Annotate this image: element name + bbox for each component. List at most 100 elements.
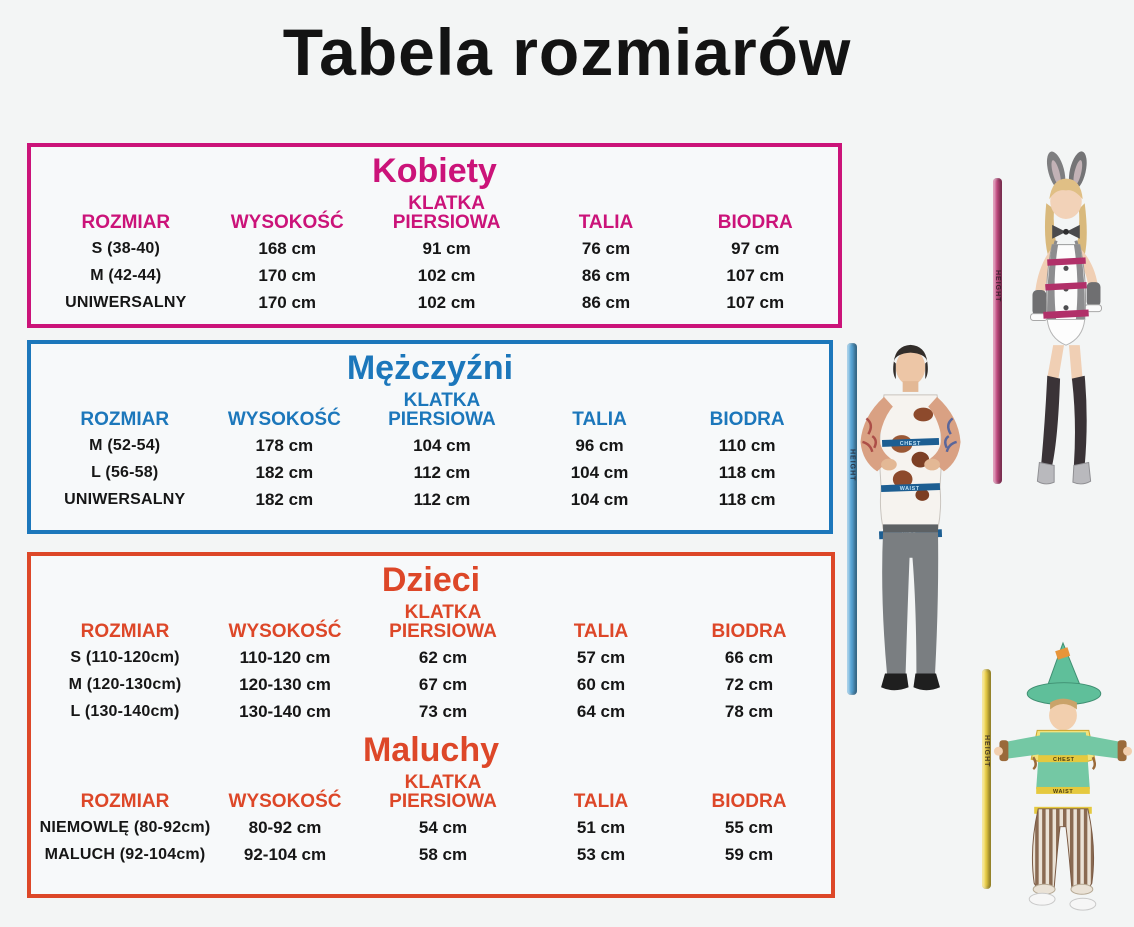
measurement-value: 55 cm [724,817,774,837]
column-header: WYSOKOŚĆ [227,409,341,431]
size-row-label: M (120-130cm) [68,675,182,693]
measurement-value: 86 cm [581,265,631,285]
measurement-value: 118 cm [718,462,776,482]
measurement-value: 112 cm [413,462,471,482]
column-header: TALIA [573,621,629,643]
size-row-label: M (42-44) [90,266,162,284]
toddlers-size-table: ROZMIAR WYSOKOŚĆ KLATKA PIERSIOWA TALIA BIODR… [31,773,831,868]
column-header: WYSOKOŚĆ [228,791,342,813]
measurement-value: 67 cm [418,674,468,694]
column-header: WYSOKOŚĆ [230,212,344,234]
measurement-value: 104 cm [570,462,629,482]
measurement-value: 96 cm [575,435,624,455]
page-title: Tabela rozmiarów [282,15,852,89]
column-header: BIODRA [717,212,793,234]
measurement-value: 170 cm [258,292,317,312]
measurement-value: 62 cm [418,647,468,667]
children-size-table: ROZMIAR WYSOKOŚĆ KLATKA PIERSIOWA TALIA BIODR… [31,603,831,725]
toddlers-table-body: NIEMOWLĘ (80-92cm) 80-92 cm 54 cm 51 cm 55 c… [31,814,831,868]
measurement-value: 102 cm [417,265,476,285]
section-title-children: Dzieci [381,561,481,599]
section-title-women: Kobiety [372,152,497,190]
measurement-value: 91 cm [422,238,471,258]
measurement-value: 182 cm [255,462,314,482]
kids-height-pole: HEIGHT [982,669,991,889]
men-size-table: ROZMIAR WYSOKOŚĆ KLATKA PIERSIOWA TALIA BIODR… [31,391,829,513]
women-table-body: S (38-40) 168 cm 91 cm 76 cm 97 cm M (42-44) 1… [31,235,838,316]
column-header: ROZMIAR [80,791,170,813]
measurement-value: 102 cm [417,292,476,312]
column-header: ROZMIAR [80,409,170,431]
measurement-value: 110-120 cm [239,647,331,667]
women-measure-bands [1043,257,1089,319]
measurement-value: 53 cm [576,844,626,864]
size-row-label: M (52-54) [89,436,161,454]
measurement-value: 130-140 cm [239,701,331,721]
measurement-value: 110 cm [718,435,776,455]
pointed-hat-icon [1026,641,1102,706]
measurement-value: 92-104 cm [243,844,327,864]
size-row-label: UNIWERSALNY [65,293,187,311]
measurement-value: 57 cm [576,647,626,667]
measurement-value: 112 cm [413,489,471,509]
measurement-value: 104 cm [413,435,471,455]
column-header: BIODRA [709,409,785,431]
size-row-label: UNIWERSALNY [64,490,186,508]
children-table-body: S (110-120cm) 110-120 cm 62 cm 57 cm 66 cm M … [31,644,831,725]
size-row-label: L (56-58) [91,463,159,481]
measurement-value: 104 cm [570,489,629,509]
size-row-label: S (38-40) [91,239,161,257]
measurement-value: 86 cm [581,292,631,312]
measurement-value: 182 cm [255,489,314,509]
measurement-value: 107 cm [726,292,785,312]
tattooed-arms [860,396,961,472]
measurement-value: 120-130 cm [239,674,331,694]
column-header: TALIA [578,212,634,234]
measurement-value: 72 cm [724,674,774,694]
child-costume-image: CHEST WAIST HIPS [993,641,1133,911]
column-header: KLATKA PIERSIOWA [389,602,497,643]
measurement-value: 73 cm [418,701,468,721]
measurement-value: 64 cm [576,701,626,721]
measurement-value: 178 cm [255,435,314,455]
section-title-men: Mężczyźni [346,349,514,387]
measurement-value: 170 cm [258,265,317,285]
women-size-box: Kobiety ROZMIAR WYSOKOŚĆ KLATKA PIERSIOWA TA… [27,143,842,328]
man-costume-image: CHEST WAIST HIPS [860,344,961,691]
svg-text:CHEST: CHEST [1053,757,1075,763]
measurement-value: 168 cm [258,238,317,258]
men-size-box: Mężczyźni ROZMIAR WYSOKOŚĆ KLATKA PIERSIOWA… [27,340,833,534]
measurement-value: 76 cm [581,238,631,258]
woman-bunny-costume-image [1030,151,1102,485]
measurement-value: 51 cm [576,817,626,837]
column-header: WYSOKOŚĆ [228,621,342,643]
measurement-value: 66 cm [724,647,774,667]
column-header: BIODRA [711,791,787,813]
size-row-label: MALUCH (92-104cm) [44,845,206,863]
children-size-box: Dzieci ROZMIAR WYSOKOŚĆ KLATKA PIERSIOWA TAL… [27,552,835,898]
men-height-pole: HEIGHT [847,343,857,695]
measurement-value: 97 cm [731,238,780,258]
toddlers-table-header-row: ROZMIAR WYSOKOŚĆ KLATKA PIERSIOWA TALIA BIODR… [31,773,831,814]
column-header: KLATKA PIERSIOWA [392,193,501,234]
women-pole-label: HEIGHT [994,269,1001,303]
measurement-value: 54 cm [418,817,468,837]
svg-text:WAIST: WAIST [1053,789,1073,795]
size-row-label: S (110-120cm) [70,648,180,666]
measurement-value: 78 cm [724,701,774,721]
women-height-pole: HEIGHT [993,178,1002,484]
measurement-value: 58 cm [418,844,468,864]
men-table-body: M (52-54) 178 cm 104 cm 96 cm 110 cm L (56-58… [31,432,829,513]
svg-text:CHEST: CHEST [900,441,921,447]
measurement-value: 80-92 cm [248,817,322,837]
women-table-header-row: ROZMIAR WYSOKOŚĆ KLATKA PIERSIOWA TALIA BIODR… [31,194,838,235]
measurement-value: 59 cm [724,844,774,864]
column-header: TALIA [572,409,627,431]
column-header: KLATKA PIERSIOWA [389,771,497,813]
section-title-toddlers: Maluchy [362,730,500,769]
children-table-header-row: ROZMIAR WYSOKOŚĆ KLATKA PIERSIOWA TALIA BIODR… [31,603,831,644]
column-header: ROZMIAR [80,621,170,643]
measurement-value: 60 cm [576,674,626,694]
column-header: BIODRA [711,621,787,643]
women-size-table: ROZMIAR WYSOKOŚĆ KLATKA PIERSIOWA TALIA BIODR… [31,194,838,316]
